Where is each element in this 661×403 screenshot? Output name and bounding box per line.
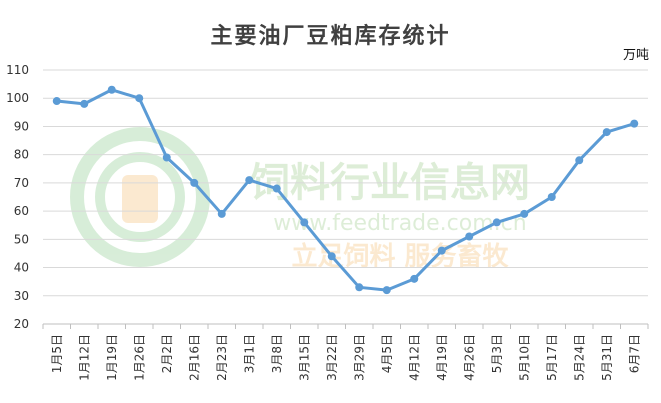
unit-label: 万吨 bbox=[622, 48, 649, 63]
data-point bbox=[300, 218, 309, 227]
x-tick-label: 2月2日 bbox=[160, 334, 174, 373]
y-tick-label: 70 bbox=[14, 176, 29, 190]
y-tick-label: 20 bbox=[14, 317, 29, 331]
x-tick-label: 3月15日 bbox=[297, 334, 311, 381]
y-tick-label: 80 bbox=[14, 148, 29, 162]
x-tick-label: 1月5日 bbox=[50, 334, 64, 373]
data-point bbox=[272, 184, 281, 193]
y-tick-label: 110 bbox=[6, 63, 29, 77]
data-point bbox=[80, 99, 89, 108]
x-tick-label: 4月19日 bbox=[435, 334, 449, 381]
data-point bbox=[217, 209, 226, 218]
series-line bbox=[56, 88, 635, 292]
data-point bbox=[190, 178, 199, 187]
x-tick-label: 2月23日 bbox=[215, 334, 229, 381]
data-point bbox=[520, 209, 529, 218]
x-tick-label: 1月12日 bbox=[77, 334, 91, 381]
gridlines bbox=[43, 69, 648, 325]
x-tick-label: 5月31日 bbox=[600, 334, 614, 381]
data-point bbox=[135, 94, 144, 103]
y-tick-label: 100 bbox=[6, 91, 29, 105]
x-tick-label: 4月26日 bbox=[462, 334, 476, 381]
watermark-logo: 饲料行业信息网 www.feedtrade.com.cn 立足饲料 服务畜牧 bbox=[70, 127, 530, 272]
data-point bbox=[602, 128, 611, 137]
chart-title: 主要油厂豆粕库存统计 bbox=[210, 23, 451, 49]
x-tick-label: 3月8日 bbox=[270, 334, 284, 373]
data-point bbox=[492, 218, 501, 227]
data-point bbox=[107, 85, 116, 94]
x-tick-label: 3月29日 bbox=[352, 334, 366, 381]
x-tick-label: 1月19日 bbox=[105, 334, 119, 381]
data-point bbox=[465, 232, 474, 241]
data-point bbox=[162, 153, 171, 162]
series-points bbox=[52, 85, 639, 295]
y-tick-label: 30 bbox=[14, 289, 29, 303]
watermark-url: www.feedtrade.com.cn bbox=[273, 211, 526, 236]
x-tick-label: 3月1日 bbox=[242, 334, 256, 373]
data-point bbox=[52, 97, 61, 106]
data-point bbox=[382, 286, 391, 295]
data-point bbox=[355, 283, 364, 292]
data-point bbox=[245, 176, 254, 185]
y-tick-label: 60 bbox=[14, 204, 29, 218]
x-tick-label: 4月5日 bbox=[380, 334, 394, 373]
data-point bbox=[327, 252, 336, 261]
y-tick-label: 50 bbox=[14, 232, 29, 246]
data-point bbox=[630, 119, 639, 128]
data-point bbox=[575, 156, 584, 165]
data-point bbox=[437, 246, 446, 255]
y-tick-label: 40 bbox=[14, 261, 29, 275]
x-tick-label: 6月7日 bbox=[627, 334, 641, 373]
data-point bbox=[547, 193, 556, 201]
x-tick-label: 5月17日 bbox=[545, 334, 559, 381]
watermark-wheat-icon bbox=[122, 175, 158, 223]
watermark-ring-inner bbox=[95, 152, 185, 242]
x-tick-label: 5月3日 bbox=[490, 334, 504, 373]
x-tick-label: 3月22日 bbox=[325, 334, 339, 381]
y-tick-label: 90 bbox=[14, 119, 29, 133]
x-tick-label: 4月12日 bbox=[407, 334, 421, 381]
x-tick-label: 5月24日 bbox=[572, 334, 586, 381]
x-tick-label: 1月26日 bbox=[132, 334, 146, 381]
data-point bbox=[410, 274, 419, 283]
watermark-ring-outer bbox=[70, 127, 210, 267]
x-tick-label: 2月16日 bbox=[187, 334, 201, 381]
y-axis-ticks: 20 30 40 50 60 70 80 90 100 110 bbox=[6, 63, 29, 331]
x-axis-ticks: 1月5日 1月12日 1月19日 1月26日 2月2日 2月16日 2月23日 3月1日 3月8… bbox=[42, 324, 649, 381]
x-tick-label: 5月10日 bbox=[517, 334, 531, 381]
